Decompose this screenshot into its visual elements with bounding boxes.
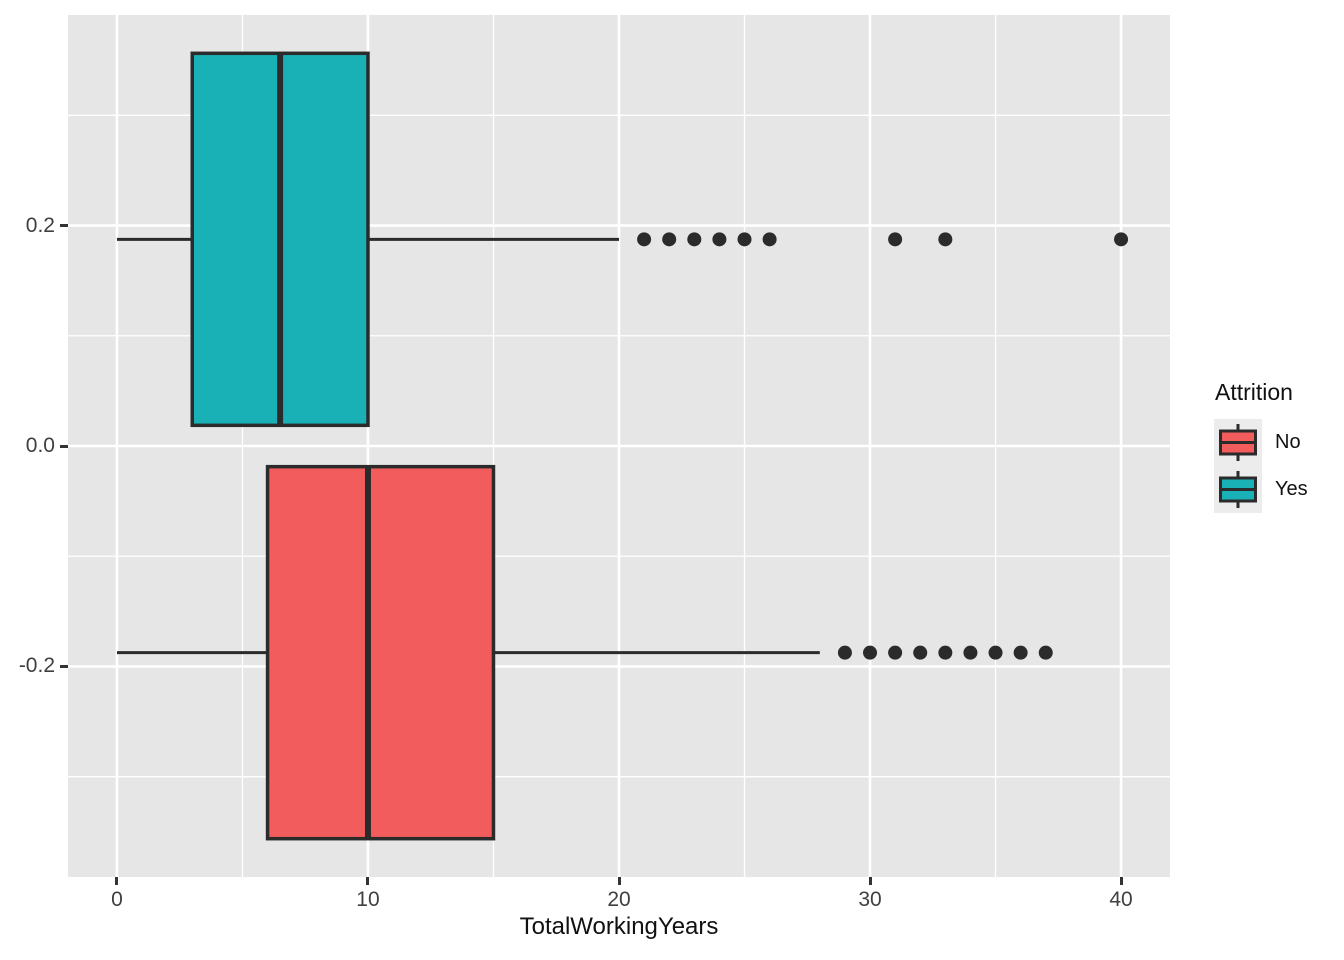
x-tick-label: 10 xyxy=(356,888,380,911)
y-tick-mark xyxy=(60,444,68,448)
y-tick-mark xyxy=(60,224,68,228)
y-tick-label: 0.2 xyxy=(25,213,55,237)
x-tick-mark xyxy=(115,877,119,885)
outlier-point-yes xyxy=(938,232,953,247)
legend-entry-no: No xyxy=(1214,419,1308,466)
outlier-point-yes xyxy=(737,232,752,247)
x-tick-label: 30 xyxy=(858,888,882,911)
outlier-point-no xyxy=(963,645,978,660)
legend-key-glyph-no xyxy=(1214,419,1262,466)
legend-label-yes: Yes xyxy=(1275,478,1308,500)
legend-keys: No Yes xyxy=(1214,419,1308,513)
outlier-point-no xyxy=(1013,645,1028,660)
x-tick-label: 20 xyxy=(607,888,631,911)
outlier-point-yes xyxy=(687,232,702,247)
x-tick-label: 40 xyxy=(1109,888,1133,911)
x-tick-mark xyxy=(617,877,621,885)
outlier-point-no xyxy=(863,645,878,660)
y-tick-label: 0.0 xyxy=(25,434,55,457)
outlier-point-yes xyxy=(712,232,727,247)
outlier-point-no xyxy=(988,645,1003,660)
outlier-point-yes xyxy=(1114,232,1129,247)
outlier-point-no xyxy=(938,645,953,660)
x-tick-mark xyxy=(366,877,370,885)
x-tick-mark xyxy=(868,877,872,885)
legend-entry-yes: Yes xyxy=(1214,466,1308,513)
x-tick-mark xyxy=(1119,877,1123,885)
outlier-point-no xyxy=(1038,645,1053,660)
legend: Attrition No Yes xyxy=(1214,379,1308,513)
legend-key-glyph-yes xyxy=(1214,466,1262,513)
plot-panel xyxy=(68,15,1170,877)
outlier-point-no xyxy=(913,645,928,660)
x-tick-label: 0 xyxy=(111,888,123,911)
plot-canvas xyxy=(68,15,1170,877)
outlier-point-no xyxy=(888,645,903,660)
box-no xyxy=(265,464,496,841)
outlier-point-yes xyxy=(637,232,652,247)
x-axis-title: TotalWorkingYears xyxy=(519,913,719,940)
outlier-point-yes xyxy=(762,232,777,247)
outlier-point-yes xyxy=(662,232,677,247)
outlier-point-no xyxy=(837,645,852,660)
y-tick-mark xyxy=(60,664,68,668)
outlier-point-yes xyxy=(888,232,903,247)
legend-title: Attrition xyxy=(1215,379,1293,405)
legend-label-no: No xyxy=(1275,431,1301,453)
y-tick-label: -0.2 xyxy=(18,654,55,678)
